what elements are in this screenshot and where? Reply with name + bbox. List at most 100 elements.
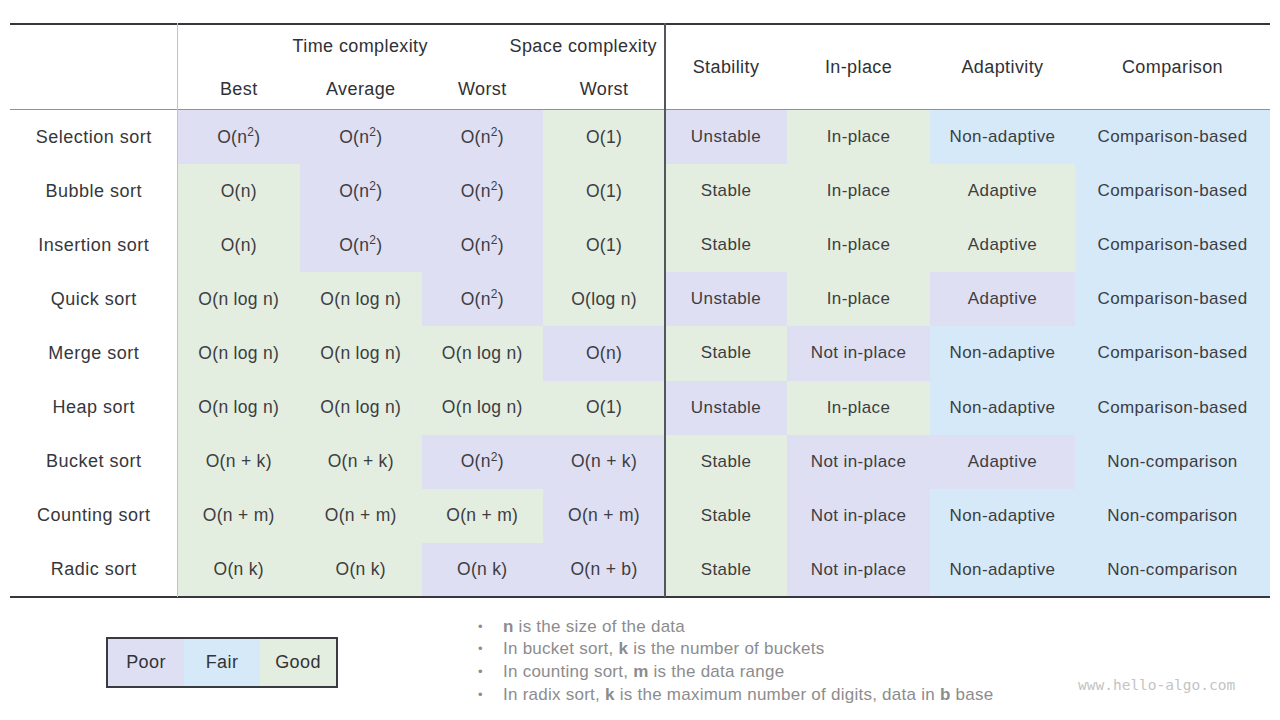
row-label-heap-sort: Heap sort bbox=[10, 381, 178, 435]
cell-bubble-sort-best: O(n) bbox=[178, 164, 301, 218]
note-item-4: •In radix sort, k is the maximum number … bbox=[475, 684, 1115, 707]
row-label-selection-sort: Selection sort bbox=[10, 110, 178, 164]
cell-bubble-sort-worst-space: O(1) bbox=[543, 164, 665, 218]
cell-merge-sort-average: O(n log n) bbox=[300, 326, 422, 380]
legend-poor: Poor bbox=[108, 639, 184, 686]
cell-insertion-sort-adaptivity: Adaptive bbox=[930, 218, 1075, 272]
row-label-insertion-sort: Insertion sort bbox=[10, 218, 178, 272]
cell-heap-sort-worst-time: O(n log n) bbox=[422, 381, 544, 435]
cell-merge-sort-stability: Stable bbox=[665, 326, 787, 380]
cell-radic-sort-adaptivity: Non-adaptive bbox=[930, 543, 1075, 597]
col-header-worst-time: Worst bbox=[422, 79, 544, 100]
cell-merge-sort-in-place: Not in-place bbox=[787, 326, 930, 380]
note-text: In counting sort, m is the data range bbox=[503, 661, 784, 684]
cell-selection-sort-best: O(n2) bbox=[178, 110, 301, 164]
cell-bucket-sort-average: O(n + k) bbox=[300, 435, 422, 489]
row-label-quick-sort: Quick sort bbox=[10, 272, 178, 326]
cell-selection-sort-adaptivity: Non-adaptive bbox=[930, 110, 1075, 164]
cell-insertion-sort-worst-space: O(1) bbox=[543, 218, 665, 272]
cell-quick-sort-in-place: In-place bbox=[787, 272, 930, 326]
row-label-bubble-sort: Bubble sort bbox=[10, 164, 178, 218]
cell-counting-sort-worst-time: O(n + m) bbox=[422, 489, 544, 543]
cell-radic-sort-stability: Stable bbox=[665, 543, 787, 597]
cell-bubble-sort-adaptivity: Adaptive bbox=[930, 164, 1075, 218]
cell-bucket-sort-best: O(n + k) bbox=[178, 435, 301, 489]
table-bottom-border bbox=[10, 596, 1270, 599]
cell-counting-sort-worst-space: O(n + m) bbox=[543, 489, 665, 543]
notes-list: •n is the size of the data•In bucket sor… bbox=[475, 616, 1115, 707]
cell-heap-sort-worst-space: O(1) bbox=[543, 381, 665, 435]
cell-merge-sort-adaptivity: Non-adaptive bbox=[930, 326, 1075, 380]
note-text: In radix sort, k is the maximum number o… bbox=[503, 684, 993, 707]
cell-counting-sort-adaptivity: Non-adaptive bbox=[930, 489, 1075, 543]
cell-heap-sort-average: O(n log n) bbox=[300, 381, 422, 435]
row-label-radic-sort: Radic sort bbox=[10, 543, 178, 597]
bullet-icon: • bbox=[475, 616, 503, 639]
bullet-icon: • bbox=[475, 661, 503, 684]
legend-good: Good bbox=[260, 639, 336, 686]
cell-selection-sort-comparison: Comparison-based bbox=[1075, 110, 1270, 164]
cell-insertion-sort-best: O(n) bbox=[178, 218, 301, 272]
cell-selection-sort-average: O(n2) bbox=[300, 110, 422, 164]
cell-bucket-sort-in-place: Not in-place bbox=[787, 435, 930, 489]
sorting-algorithms-comparison-figure: Time complexity Space complexity Best Av… bbox=[0, 0, 1280, 720]
cell-selection-sort-worst-space: O(1) bbox=[543, 110, 665, 164]
complexity-attributes-divider bbox=[664, 23, 666, 597]
cell-radic-sort-in-place: Not in-place bbox=[787, 543, 930, 597]
cell-bucket-sort-worst-time: O(n2) bbox=[422, 435, 544, 489]
cell-bubble-sort-average: O(n2) bbox=[300, 164, 422, 218]
cell-insertion-sort-in-place: In-place bbox=[787, 218, 930, 272]
cell-heap-sort-best: O(n log n) bbox=[178, 381, 301, 435]
cell-heap-sort-stability: Unstable bbox=[665, 381, 787, 435]
cell-quick-sort-worst-space: O(log n) bbox=[543, 272, 665, 326]
cell-quick-sort-comparison: Comparison-based bbox=[1075, 272, 1270, 326]
legend-fair: Fair bbox=[184, 639, 260, 686]
cell-bubble-sort-comparison: Comparison-based bbox=[1075, 164, 1270, 218]
legend: Poor Fair Good bbox=[106, 637, 338, 688]
col-header-average: Average bbox=[300, 79, 422, 100]
col-header-worst-space: Worst bbox=[543, 79, 665, 100]
cell-counting-sort-in-place: Not in-place bbox=[787, 489, 930, 543]
cell-heap-sort-in-place: In-place bbox=[787, 381, 930, 435]
cell-counting-sort-average: O(n + m) bbox=[300, 489, 422, 543]
table-header: Time complexity Space complexity Best Av… bbox=[10, 23, 1270, 110]
cell-selection-sort-worst-time: O(n2) bbox=[422, 110, 544, 164]
cell-quick-sort-average: O(n log n) bbox=[300, 272, 422, 326]
watermark: www.hello-algo.com bbox=[1078, 677, 1235, 693]
table-top-border bbox=[10, 23, 1270, 26]
cell-radic-sort-comparison: Non-comparison bbox=[1075, 543, 1270, 597]
col-header-comparison: Comparison bbox=[1075, 57, 1270, 78]
cell-counting-sort-best: O(n + m) bbox=[178, 489, 301, 543]
cell-counting-sort-stability: Stable bbox=[665, 489, 787, 543]
cell-counting-sort-comparison: Non-comparison bbox=[1075, 489, 1270, 543]
cell-quick-sort-adaptivity: Adaptive bbox=[930, 272, 1075, 326]
col-header-stability: Stability bbox=[665, 57, 787, 78]
note-text: In bucket sort, k is the number of bucke… bbox=[503, 638, 824, 661]
cell-bucket-sort-adaptivity: Adaptive bbox=[930, 435, 1075, 489]
note-item-2: •In bucket sort, k is the number of buck… bbox=[475, 638, 1115, 661]
cell-radic-sort-worst-space: O(n + b) bbox=[543, 543, 665, 597]
col-header-best: Best bbox=[178, 79, 301, 100]
cell-radic-sort-best: O(n k) bbox=[178, 543, 301, 597]
cell-selection-sort-stability: Unstable bbox=[665, 110, 787, 164]
space-complexity-header: Space complexity bbox=[467, 36, 657, 57]
cell-insertion-sort-stability: Stable bbox=[665, 218, 787, 272]
cell-bucket-sort-stability: Stable bbox=[665, 435, 787, 489]
row-label-bucket-sort: Bucket sort bbox=[10, 435, 178, 489]
cell-heap-sort-comparison: Comparison-based bbox=[1075, 381, 1270, 435]
cell-radic-sort-average: O(n k) bbox=[300, 543, 422, 597]
label-column-divider bbox=[177, 23, 179, 597]
note-item-3: •In counting sort, m is the data range bbox=[475, 661, 1115, 684]
cell-merge-sort-best: O(n log n) bbox=[178, 326, 301, 380]
cell-quick-sort-stability: Unstable bbox=[665, 272, 787, 326]
note-item-1: •n is the size of the data bbox=[475, 616, 1115, 639]
row-label-merge-sort: Merge sort bbox=[10, 326, 178, 380]
cell-bubble-sort-in-place: In-place bbox=[787, 164, 930, 218]
cell-merge-sort-worst-space: O(n) bbox=[543, 326, 665, 380]
row-label-counting-sort: Counting sort bbox=[10, 489, 178, 543]
cell-insertion-sort-comparison: Comparison-based bbox=[1075, 218, 1270, 272]
cell-insertion-sort-worst-time: O(n2) bbox=[422, 218, 544, 272]
cell-bucket-sort-worst-space: O(n + k) bbox=[543, 435, 665, 489]
cell-bubble-sort-worst-time: O(n2) bbox=[422, 164, 544, 218]
bullet-icon: • bbox=[475, 684, 503, 707]
